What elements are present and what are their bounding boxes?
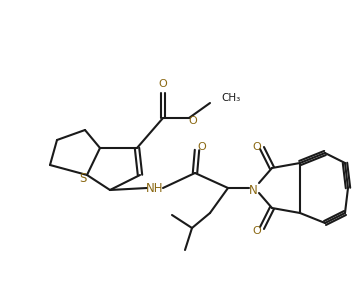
Text: O: O	[253, 226, 261, 236]
Text: O: O	[253, 142, 261, 152]
Text: O: O	[198, 142, 207, 152]
Text: NH: NH	[146, 181, 164, 194]
Text: N: N	[249, 184, 257, 197]
Text: S: S	[79, 171, 87, 184]
Text: CH₃: CH₃	[221, 93, 240, 103]
Text: O: O	[189, 116, 197, 126]
Text: O: O	[158, 79, 167, 89]
